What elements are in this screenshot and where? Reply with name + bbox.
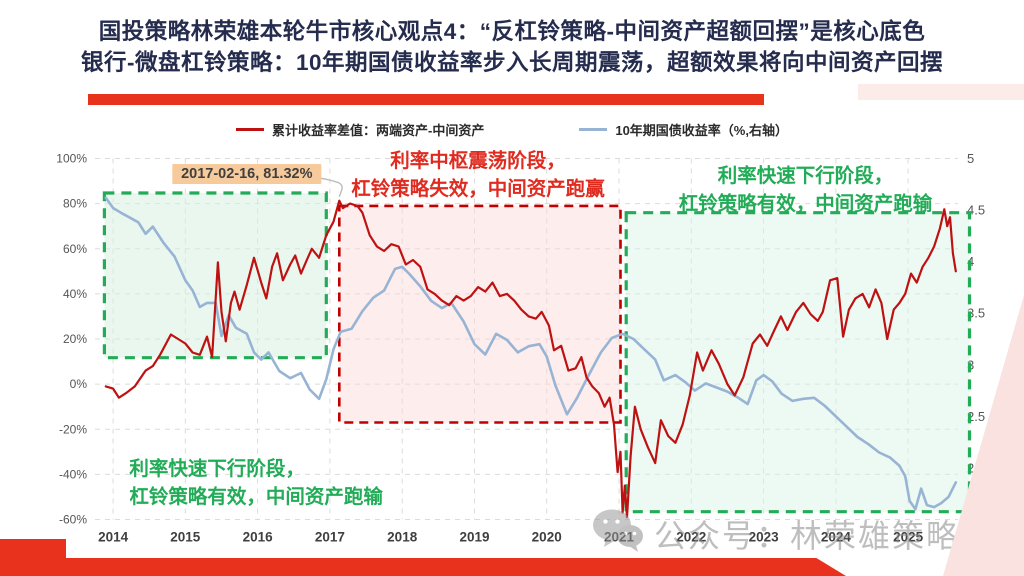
svg-text:2015: 2015 — [170, 530, 201, 545]
svg-text:2020: 2020 — [532, 530, 562, 545]
blue-line-swatch — [579, 128, 608, 131]
annotation-green-note-left: 利率快速下行阶段， 杠铃策略有效，中间资产跑输 — [129, 455, 383, 511]
svg-text:80%: 80% — [63, 197, 87, 211]
svg-text:2022: 2022 — [676, 530, 706, 545]
top-right-pink-strip — [858, 84, 1024, 100]
svg-text:3.5: 3.5 — [967, 306, 985, 321]
svg-text:4.5: 4.5 — [967, 203, 985, 218]
green-note-right-line1: 利率快速下行阶段， — [717, 165, 894, 188]
legend-item-cumulative-diff: 累计收益率差值：两端资产-中间资产 — [236, 120, 484, 139]
svg-text:2018: 2018 — [387, 530, 418, 545]
svg-text:2025: 2025 — [893, 530, 924, 545]
legend-label-cumulative-diff: 累计收益率差值：两端资产-中间资产 — [272, 123, 485, 138]
svg-text:100%: 100% — [56, 152, 87, 166]
svg-text:2023: 2023 — [749, 530, 780, 545]
svg-text:-60%: -60% — [59, 513, 87, 527]
svg-text:2024: 2024 — [821, 530, 852, 545]
svg-text:40%: 40% — [63, 287, 87, 301]
green-note-left-line1: 利率快速下行阶段， — [129, 458, 305, 481]
svg-text:5: 5 — [967, 151, 974, 166]
svg-text:2019: 2019 — [459, 530, 489, 545]
bottom-swoosh-strip — [0, 558, 846, 576]
svg-text:-20%: -20% — [59, 422, 87, 436]
svg-text:2017: 2017 — [315, 530, 345, 545]
green-note-left-line2: 杠铃策略有效，中间资产跑输 — [129, 486, 383, 509]
slide-title-line2: 银行-微盘杠铃策略：10年期国债收益率步入长周期震荡，超额效果将向中间资产回摆 — [80, 50, 944, 75]
slide-title-line1: 国投策略林荣雄本轮牛市核心观点4：“反杠铃策略-中间资产超额回摆”是核心底色 — [98, 19, 926, 44]
red-line-swatch — [236, 128, 264, 131]
wechat-icon — [592, 508, 644, 559]
annotation-green-note-right: 利率快速下行阶段， 杠铃策略有效，中间资产跑输 — [679, 162, 933, 218]
peak-label-text: 2017-02-16, 81.32% — [181, 166, 313, 183]
red-note-line1: 利率中枢震荡阶段， — [390, 150, 566, 173]
svg-text:2.5: 2.5 — [967, 409, 985, 424]
annotation-peak-label: 2017-02-16, 81.32% — [172, 164, 322, 185]
legend-item-bond-yield: 10年期国债收益率（%,右轴） — [579, 120, 788, 139]
svg-text:2016: 2016 — [243, 530, 274, 545]
green-note-right-line2: 杠铃策略有效，中间资产跑输 — [678, 193, 933, 216]
annotation-red-note: 利率中枢震荡阶段， 杠铃策略失效，中间资产跑赢 — [351, 147, 605, 203]
svg-text:20%: 20% — [63, 332, 87, 346]
svg-text:-40%: -40% — [59, 467, 87, 481]
slide-title: 国投策略林荣雄本轮牛市核心观点4：“反杠铃策略-中间资产超额回摆”是核心底色 银… — [0, 16, 1024, 78]
svg-text:60%: 60% — [63, 242, 87, 256]
title-underline-bar — [88, 94, 764, 105]
chart-legend: 累计收益率差值：两端资产-中间资产 10年期国债收益率（%,右轴） — [0, 120, 1024, 139]
svg-text:2014: 2014 — [98, 530, 129, 545]
svg-text:0%: 0% — [70, 377, 88, 391]
legend-label-bond-yield: 10年期国债收益率（%,右轴） — [615, 123, 788, 138]
red-note-line2: 杠铃策略失效，中间资产跑赢 — [351, 178, 605, 201]
